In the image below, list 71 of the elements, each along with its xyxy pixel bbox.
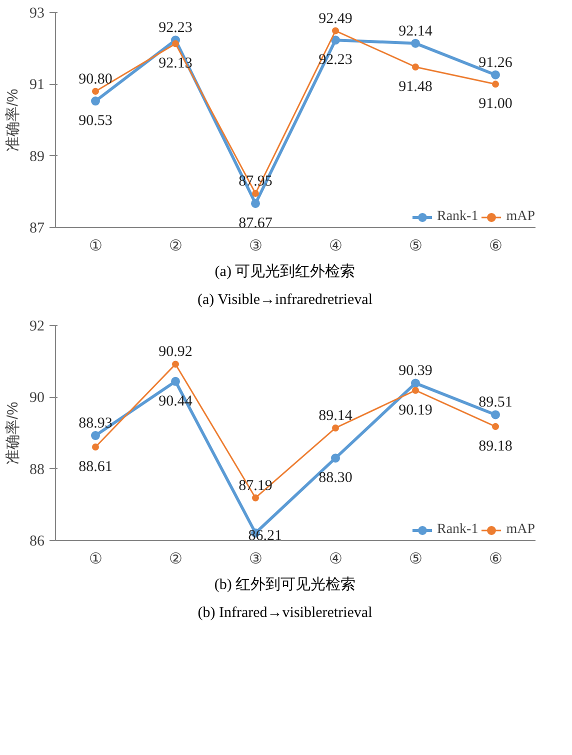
point (91, 96, 100, 106)
point (411, 38, 420, 48)
x-tick-label: ② (169, 238, 182, 254)
point (172, 40, 179, 48)
data-label: 88.61 (78, 458, 112, 475)
x-tick-label: ④ (329, 552, 342, 568)
data-label: 92.23 (158, 20, 192, 36)
y-axis-title: 准确率/% (4, 88, 22, 152)
x-tick-label: ③ (249, 238, 262, 254)
x-tick-label: ① (89, 552, 102, 568)
data-label: 90.39 (398, 363, 432, 380)
y-tick-label: 91 (30, 77, 44, 94)
data-label: 88.30 (318, 470, 352, 486)
point (172, 360, 179, 368)
y-tick-label: 92 (30, 318, 44, 334)
legend-label: mAP (506, 209, 535, 225)
point (332, 27, 339, 34)
text: (b) 红外到可见光检索 (214, 576, 356, 595)
point (492, 423, 499, 430)
x-tick-label: ① (89, 238, 102, 254)
point (411, 378, 420, 388)
data-label: 87.67 (238, 215, 273, 232)
data-label: 92.14 (398, 23, 433, 40)
point (491, 410, 500, 420)
x-tick-label: ② (169, 552, 182, 568)
x-tick-label: ⑥ (489, 552, 502, 568)
point (331, 36, 340, 45)
legend-label: Rank-1 (436, 522, 478, 538)
text: (a) 可见光到红外检索 (214, 262, 356, 282)
y-axis-title: 准确率/% (4, 402, 22, 464)
data-label: 90.92 (158, 344, 192, 360)
data-label: 91.00 (478, 96, 512, 112)
y-tick-label: 89 (30, 148, 44, 165)
data-label: 89.14 (318, 408, 353, 424)
data-label: 90.19 (398, 402, 432, 418)
legend-label: Rank-1 (436, 209, 478, 225)
data-label: 91.26 (478, 54, 513, 71)
point (492, 80, 499, 88)
y-tick-label: 87 (30, 220, 45, 236)
y-tick-label: 93 (30, 6, 44, 22)
point (251, 199, 260, 208)
y-tick-label: 90 (30, 390, 44, 406)
point (252, 190, 259, 197)
x-tick-label: ⑥ (489, 238, 502, 254)
point (92, 88, 99, 95)
data-label: 90.80 (78, 71, 112, 88)
point (91, 431, 100, 440)
x-tick-label: ④ (329, 238, 342, 254)
data-label: 90.53 (78, 113, 112, 130)
text: (b) Infrared→visibleretrieval (198, 604, 372, 623)
point (92, 443, 99, 450)
x-tick-label: ③ (249, 552, 262, 568)
legend-label: mAP (506, 522, 535, 538)
data-label: 86.21 (248, 528, 282, 544)
point (171, 376, 180, 386)
text: (a) Visible→infraredretrieval (198, 291, 372, 310)
data-label: 89.18 (478, 438, 512, 455)
point (412, 386, 419, 394)
data-label: 88.93 (78, 416, 112, 432)
point (332, 424, 339, 432)
point (252, 494, 259, 502)
data-label: 89.51 (478, 394, 512, 411)
point (331, 454, 340, 463)
point (412, 63, 419, 70)
data-label: 92.49 (318, 10, 352, 27)
x-tick-label: ⑤ (409, 552, 422, 568)
y-tick-label: 86 (30, 534, 45, 550)
data-label: 91.48 (398, 78, 432, 95)
x-tick-label: ⑤ (409, 238, 422, 254)
y-tick-label: 88 (30, 462, 44, 478)
point (491, 70, 500, 80)
